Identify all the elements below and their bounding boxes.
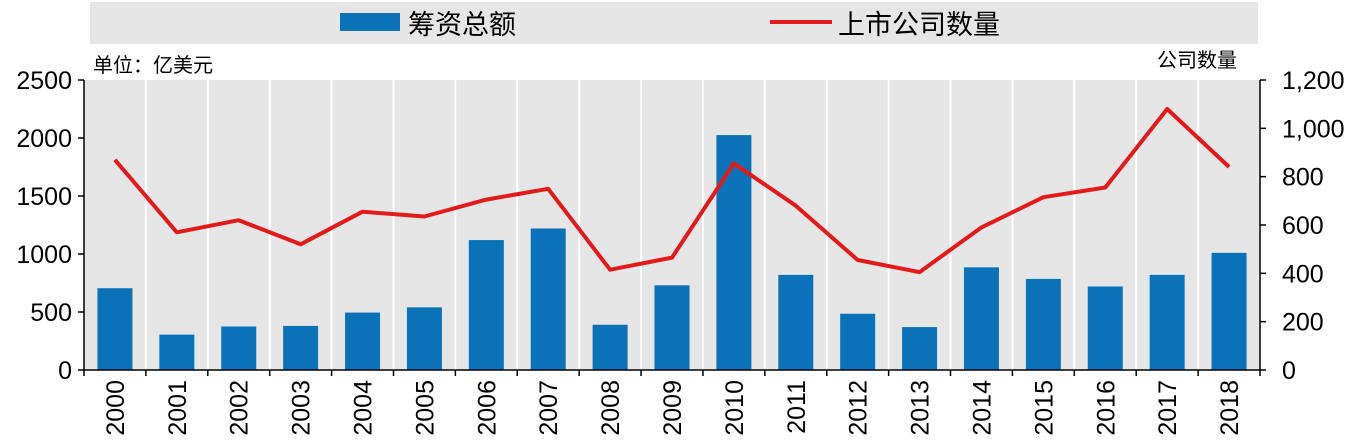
x-tick-label-2007: 2007 [535,380,563,436]
left-tick-label: 2000 [16,125,72,153]
right-axis-ticks: 0 200 400 600 800 1,000 1,200 [1260,67,1345,385]
x-tick-label-2012: 2012 [845,380,873,436]
grid-lines [144,80,1200,370]
x-tick-label-2016: 2016 [1092,380,1120,436]
right-axis-label: 公司数量 [1157,49,1237,72]
bar-2012 [840,313,876,370]
legend-background [90,2,1258,44]
bar-2008 [592,324,628,370]
bar-2006 [468,240,504,370]
x-tick-label-2015: 2015 [1030,380,1058,436]
bar-2016 [1087,286,1123,370]
x-tick-label-2014: 2014 [968,380,996,436]
bar-2009 [654,285,690,370]
x-tick-label-2003: 2003 [288,380,316,436]
left-axis-label: 单位：亿美元 [93,54,213,77]
bar-2018 [1211,252,1247,370]
legend-label-line: 上市公司数量 [838,10,1000,40]
x-tick-label-2008: 2008 [597,380,625,436]
x-tick-label-2013: 2013 [907,380,935,436]
left-tick-label: 500 [30,299,72,327]
bar-2011 [778,274,814,370]
bar-2007 [530,228,566,370]
x-tick-label-2009: 2009 [659,380,687,436]
left-axis-ticks: 0 500 1000 1500 2000 2500 [16,67,84,385]
right-tick-label: 200 [1282,309,1324,337]
bar-2015 [1025,278,1061,370]
bar-2001 [159,334,195,370]
x-tick-label-2001: 2001 [164,380,192,436]
right-tick-label: 0 [1282,357,1296,385]
bar-2005 [406,307,442,370]
x-tick-label-2005: 2005 [411,380,439,436]
x-tick-label-2018: 2018 [1216,380,1244,436]
right-tick-label: 1,000 [1282,115,1345,143]
x-tick-label-2010: 2010 [721,380,749,436]
right-tick-label: 1,200 [1282,67,1345,95]
bar-2000 [97,288,133,370]
bar-2002 [221,326,257,370]
legend-swatch-bar [340,13,400,31]
x-tick-label-2002: 2002 [226,380,254,436]
bar-2017 [1149,274,1185,370]
line-series [113,107,1231,275]
left-tick-label: 1500 [16,183,72,211]
left-tick-label: 0 [58,357,72,385]
bar-2004 [345,312,381,370]
x-tick-label-2006: 2006 [473,380,501,436]
left-tick-label: 1000 [16,241,72,269]
x-axis-ticks: 2000 2001 2002 2003 2004 2005 2006 2007 2008 2009… [102,380,1244,436]
bar-2003 [283,325,319,370]
x-tick-label-2017: 2017 [1154,380,1182,436]
right-tick-label: 600 [1282,212,1324,240]
bar-2014 [963,267,999,370]
x-tick-label-2011: 2011 [783,380,811,434]
legend-label-bar: 筹资总额 [408,10,516,40]
x-tick-label-2000: 2000 [102,380,130,436]
x-tick-label-2004: 2004 [350,380,378,436]
right-tick-label: 400 [1282,260,1324,288]
left-tick-label: 2500 [16,67,72,95]
legend: 筹资总额 上市公司数量 [340,10,1000,40]
bar-series [97,135,1247,370]
bar-2013 [902,327,938,370]
bar-2010 [716,135,752,370]
right-tick-label: 800 [1282,164,1324,192]
